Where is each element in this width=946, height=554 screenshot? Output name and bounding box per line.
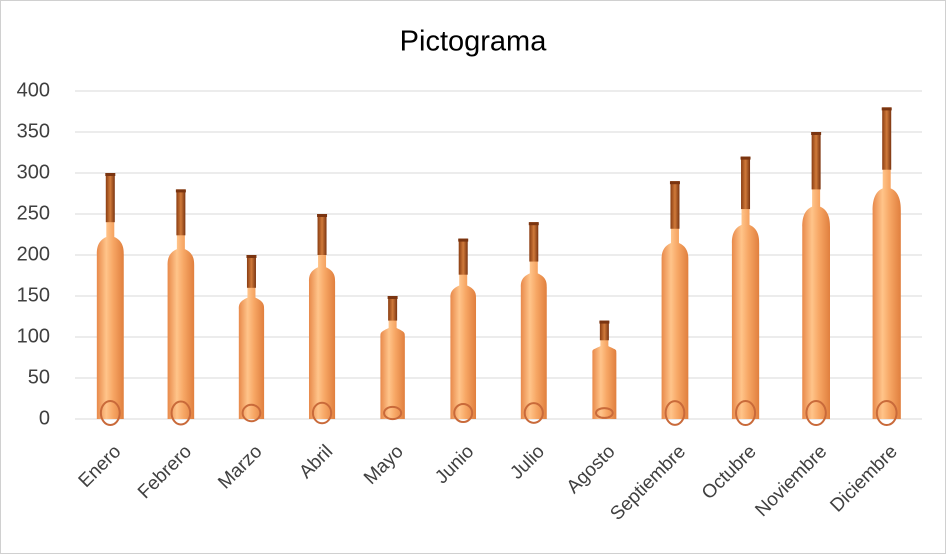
- bottle-cap: [670, 181, 680, 229]
- bottle-cap-rim: [105, 173, 116, 176]
- bottle: [661, 181, 689, 426]
- y-tick-label: 250: [17, 202, 50, 224]
- bottle-base: [170, 400, 192, 426]
- bottle: [450, 238, 477, 424]
- bottle-cap: [882, 107, 892, 170]
- chart-title: Pictograma: [400, 26, 548, 58]
- bottle-body: [802, 132, 830, 419]
- bottle-body: [872, 107, 901, 420]
- bottle: [731, 156, 760, 426]
- bottle-base: [99, 400, 121, 426]
- bottle-cap-rim: [599, 320, 610, 324]
- bottle: [592, 320, 617, 419]
- bottle-base: [383, 405, 403, 421]
- bottle-body: [238, 255, 265, 419]
- bottle: [380, 296, 405, 421]
- y-tick-label: 400: [17, 79, 50, 101]
- bottle-cap-rim: [317, 214, 328, 217]
- bottle-base: [241, 403, 262, 423]
- bottle-cap: [529, 222, 539, 262]
- bottle-body: [592, 320, 617, 419]
- bottle: [238, 255, 265, 423]
- bottle-base: [594, 407, 614, 419]
- bottle: [520, 222, 547, 424]
- bottle-cap-rim: [881, 107, 892, 111]
- bottle-base: [664, 400, 686, 426]
- y-tick-label: 200: [17, 243, 50, 265]
- bottle-body: [308, 214, 336, 419]
- y-tick-label: 150: [17, 284, 50, 306]
- bottle-cap-rim: [387, 296, 398, 299]
- bottle-base: [805, 400, 827, 426]
- bottle-cap-rim: [740, 156, 751, 160]
- bottle-cap: [246, 255, 256, 288]
- bottle-body: [450, 238, 477, 419]
- bottle-cap: [176, 189, 186, 236]
- y-tick-label: 300: [17, 161, 50, 183]
- bottle: [308, 214, 336, 425]
- bottle-cap-rim: [175, 189, 186, 193]
- bottle-base: [453, 402, 474, 424]
- y-tick-label: 100: [17, 325, 50, 347]
- bottle-base: [735, 400, 757, 426]
- bottle-cap: [811, 132, 821, 190]
- bottle-cap: [599, 320, 609, 341]
- bottle-cap: [105, 173, 115, 223]
- bottle-cap: [458, 238, 468, 275]
- y-tick-label: 50: [28, 366, 50, 388]
- bottle-body: [731, 156, 760, 419]
- bottle-cap: [741, 156, 751, 210]
- bottle-cap-rim: [528, 222, 539, 226]
- bottle-body: [96, 173, 124, 419]
- bottle-cap: [388, 296, 398, 321]
- bottle: [872, 107, 901, 426]
- bottle-cap-rim: [669, 181, 680, 185]
- bottle-body: [380, 296, 405, 419]
- bottle-cap-rim: [811, 132, 822, 135]
- bottle-base: [875, 400, 898, 426]
- bottle-body: [167, 189, 195, 419]
- bottle-cap-rim: [246, 255, 257, 258]
- bottle-body: [661, 181, 689, 419]
- bottle-cap: [317, 214, 327, 255]
- bottle-base: [311, 401, 333, 425]
- bottle-base: [523, 402, 544, 424]
- y-tick-label: 350: [17, 120, 50, 142]
- bottle: [167, 189, 195, 426]
- bottle: [802, 132, 830, 426]
- bottle-body: [520, 222, 547, 419]
- bottle-cap-rim: [458, 238, 469, 242]
- y-tick-label: 0: [39, 407, 50, 429]
- bottle: [96, 173, 124, 426]
